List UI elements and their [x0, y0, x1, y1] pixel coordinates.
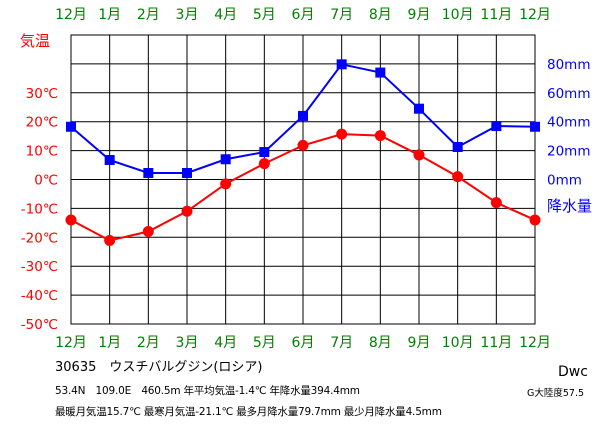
temperature-tick-label: 0℃ [34, 173, 58, 189]
temperature-tick-label: -10℃ [21, 201, 58, 217]
month-tick-label: 9月 [408, 335, 431, 351]
precipitation-axis-title: 降水量 [547, 197, 592, 215]
precipitation-point [530, 121, 540, 132]
temperature-axis-ticks: 30℃ 20℃ 10℃ 0℃ -10℃ -20℃ -30℃ -40℃ -50℃ [21, 86, 58, 333]
temperature-point [181, 205, 193, 217]
month-tick-label: 2月 [137, 335, 160, 351]
temperature-tick-label: -40℃ [21, 288, 58, 304]
temperature-tick-label: 10℃ [26, 144, 58, 160]
precipitation-point [220, 154, 231, 165]
month-tick-label: 3月 [176, 335, 199, 351]
month-labels-bottom: 12月 1月 2月 3月 4月 5月 6月 7月 8月 9月 10月 11月 12月 [55, 335, 551, 351]
month-tick-label: 11月 [480, 7, 512, 23]
month-tick-label: 7月 [330, 335, 353, 351]
precipitation-tick-label: 0mm [547, 173, 582, 189]
temperature-point [104, 234, 116, 246]
month-tick-label: 3月 [176, 7, 199, 23]
precipitation-point [414, 103, 424, 114]
month-tick-label: 8月 [369, 335, 392, 351]
precipitation-tick-label: 60mm [547, 86, 590, 102]
month-tick-label: 8月 [369, 7, 392, 23]
station-stats-line-2: 最暖月気温15.7℃ 最寒月気温-21.1℃ 最多月降水量79.7mm 最少月降… [55, 406, 442, 418]
precipitation-point [298, 110, 308, 121]
precipitation-axis-ticks: 80mm 60mm 40mm 20mm 0mm [547, 57, 590, 189]
temperature-point [220, 178, 232, 190]
month-tick-label: 6月 [292, 335, 315, 351]
month-tick-label: 11月 [480, 335, 512, 351]
temperature-point [452, 171, 464, 183]
month-tick-label: 1月 [98, 7, 121, 23]
precipitation-point [182, 167, 192, 178]
temperature-point [258, 158, 270, 170]
precipitation-point [491, 121, 502, 132]
month-tick-label: 7月 [330, 7, 353, 23]
temperature-point [413, 149, 425, 161]
month-tick-label: 9月 [408, 7, 431, 23]
month-tick-label: 12月 [55, 335, 87, 351]
temperature-tick-label: 30℃ [26, 86, 58, 102]
month-tick-label: 4月 [214, 7, 237, 23]
temperature-point [374, 130, 386, 142]
month-tick-label: 5月 [253, 7, 276, 23]
temperature-point [490, 197, 502, 209]
month-tick-label: 10月 [442, 335, 474, 351]
month-tick-label: 1月 [98, 335, 121, 351]
temperature-point [529, 214, 541, 226]
precipitation-tick-label: 20mm [547, 144, 590, 160]
temperature-point [336, 128, 348, 140]
station-name: 30635 ウスチバルグジン(ロシア) [55, 360, 263, 375]
temperature-point [65, 214, 77, 226]
temperature-point [297, 139, 309, 151]
month-tick-label: 12月 [519, 7, 551, 23]
precipitation-point [104, 154, 115, 165]
temperature-series [65, 128, 541, 246]
month-tick-label: 6月 [292, 7, 315, 23]
precipitation-series [66, 59, 540, 178]
precipitation-point [143, 167, 154, 178]
temperature-axis-title: 気温 [20, 32, 50, 50]
precipitation-point [66, 121, 76, 132]
temperature-tick-label: -20℃ [21, 230, 58, 246]
precipitation-point [375, 67, 386, 78]
temperature-tick-label: -30℃ [21, 259, 58, 275]
precipitation-tick-label: 80mm [547, 57, 590, 73]
plot-border [70, 34, 536, 325]
station-stats-line-1: 53.4N 109.0E 460.5m 年平均気温-1.4℃ 年降水量394.4… [55, 385, 360, 397]
temperature-tick-label: -50℃ [21, 317, 58, 333]
temperature-point [142, 226, 154, 238]
precipitation-point [259, 147, 270, 158]
month-tick-label: 12月 [55, 7, 87, 23]
precipitation-point [336, 59, 347, 70]
grid [71, 35, 535, 324]
continentality-index: G大陸度57.5 [527, 388, 585, 399]
temperature-tick-label: 20℃ [26, 115, 58, 131]
precipitation-tick-label: 40mm [547, 115, 590, 131]
month-tick-label: 12月 [519, 335, 551, 351]
month-tick-label: 10月 [442, 7, 474, 23]
climate-classification: Dwc [558, 364, 588, 380]
month-tick-label: 5月 [253, 335, 276, 351]
precipitation-point [452, 141, 463, 152]
month-tick-label: 4月 [214, 335, 237, 351]
month-labels-top: 12月 1月 2月 3月 4月 5月 6月 7月 8月 9月 10月 11月 12月 [55, 7, 551, 23]
month-tick-label: 2月 [137, 7, 160, 23]
